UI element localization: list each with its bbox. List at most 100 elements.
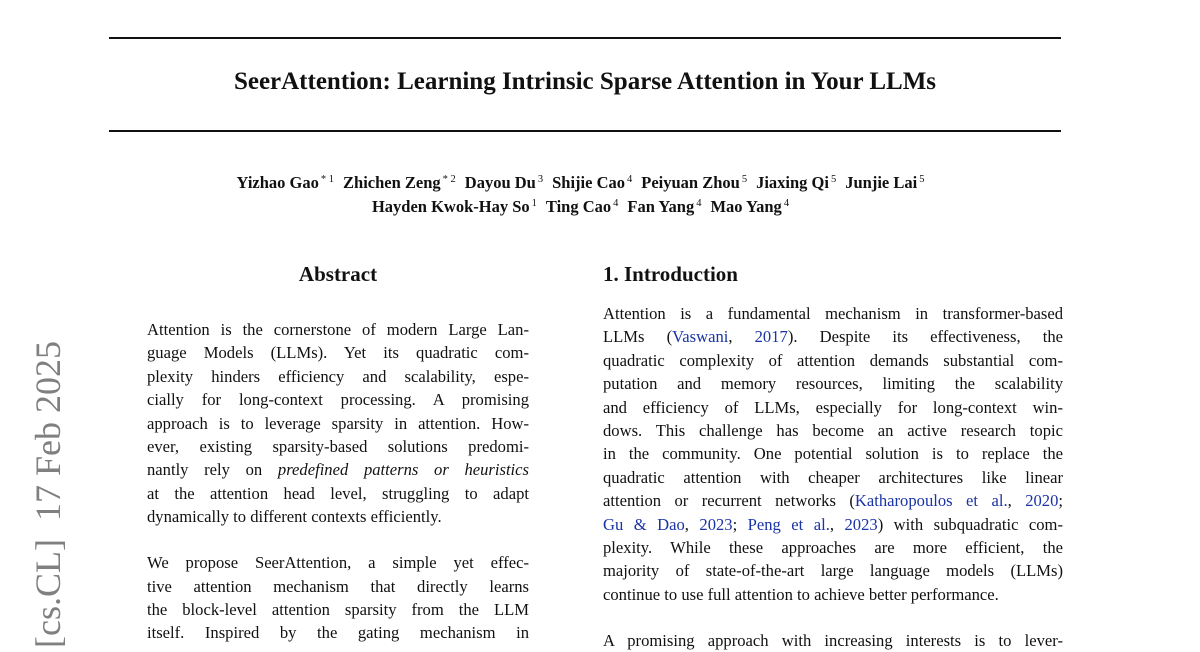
- text-span: ;: [732, 514, 748, 534]
- text-span: LLMs (: [603, 327, 673, 347]
- text-span: at the attention head level, struggling …: [147, 483, 529, 503]
- author-name: Shijie Cao: [552, 173, 625, 192]
- text-line: A promising approach with increasing int…: [603, 629, 1063, 652]
- text-span: ). Despite its effectiveness, the: [787, 327, 1063, 347]
- author-affiliation: 5: [919, 174, 925, 185]
- author-name: Hayden Kwok-Hay So: [371, 197, 530, 216]
- citation-link[interactable]: 2023: [844, 514, 878, 534]
- text-span: ;: [1058, 491, 1063, 511]
- author-affiliation: 1: [531, 198, 537, 209]
- text-span: Attention is a fundamental mechanism in …: [603, 304, 1063, 323]
- text-line: Gu & Dao, 2023; Peng et al., 2023) with …: [603, 513, 1063, 536]
- text-span: A promising approach with increasing int…: [603, 630, 1063, 650]
- text-line: putation and memory resources, limiting …: [603, 372, 1063, 395]
- author-name: Junjie Lai: [845, 173, 918, 192]
- author-name: Ting Cao: [545, 197, 612, 216]
- text-span: putation and memory resources, limiting …: [603, 374, 1063, 394]
- text-span: itself. Inspired by the gating mechanism…: [147, 623, 529, 643]
- text-span: quadratic attention with cheaper archite…: [603, 467, 1063, 487]
- text-span: ever, existing sparsity-based solutions …: [147, 436, 529, 456]
- text-span: Attention is the cornerstone of modern L…: [147, 320, 529, 339]
- text-span: ) with subquadratic com-: [877, 514, 1063, 534]
- text-span: dynamically to different contexts effici…: [147, 507, 442, 527]
- citation-link[interactable]: Peng et al.: [747, 514, 830, 534]
- introduction-body: Attention is a fundamental mechanism in …: [603, 302, 1063, 652]
- text-span: continue to use full attention to achiev…: [603, 584, 999, 604]
- text-line: continue to use full attention to achiev…: [603, 583, 1063, 606]
- text-span: ,: [728, 327, 755, 347]
- text-line: Attention is a fundamental mechanism in …: [603, 302, 1063, 325]
- abstract-body: Attention is the cornerstone of modern L…: [147, 318, 529, 645]
- author-affiliation: 3: [537, 174, 544, 185]
- abstract-heading: Abstract: [298, 262, 378, 286]
- author-affiliation: 5: [830, 174, 837, 185]
- top-rule: [109, 37, 1061, 39]
- title-bottom-rule: [109, 130, 1061, 132]
- text-span: and efficiency of LLMs, especially for l…: [603, 397, 1063, 417]
- introduction-heading: 1. Introduction: [603, 262, 738, 286]
- text-line: in the community. One potential solution…: [603, 442, 1063, 465]
- author-name: Mao Yang: [710, 197, 782, 216]
- citation-link[interactable]: 2020: [1025, 491, 1059, 511]
- citation-link[interactable]: 2023: [699, 514, 733, 534]
- text-span: nantly rely on: [147, 460, 278, 480]
- citation-link[interactable]: Katharopoulos et al.: [854, 491, 1008, 511]
- text-span: ,: [829, 514, 845, 534]
- text-span: We propose SeerAttention, a simple yet e…: [147, 553, 529, 573]
- author-name: Jiaxing Qi: [756, 173, 829, 192]
- citation-link[interactable]: Gu & Dao: [603, 514, 685, 534]
- text-line: dynamically to different contexts effici…: [147, 505, 529, 528]
- author-affiliation: 5: [741, 174, 748, 185]
- author-affiliation: 4: [783, 198, 790, 209]
- text-line: at the attention head level, struggling …: [147, 482, 529, 505]
- author-affiliation: * 2: [442, 174, 456, 185]
- text-line: LLMs (Vaswani, 2017). Despite its effect…: [603, 325, 1063, 348]
- text-line: We propose SeerAttention, a simple yet e…: [147, 551, 529, 574]
- text-line: Attention is the cornerstone of modern L…: [147, 318, 529, 341]
- text-line: guage Models (LLMs). Yet its quadratic c…: [147, 341, 529, 364]
- text-line: ever, existing sparsity-based solutions …: [147, 435, 529, 458]
- arxiv-identifier-sidebar: [cs.CL] 17 Feb 2025: [28, 341, 68, 648]
- text-line: quadratic attention with cheaper archite…: [603, 466, 1063, 489]
- text-span: plexity. While these approaches are more…: [603, 537, 1063, 557]
- author-name: Fan Yang: [627, 197, 695, 216]
- author-list-row-2: Hayden Kwok-Hay So 1 Ting Cao 4 Fan Yang 4 Mao…: [109, 197, 1061, 217]
- emphasis-text: predefined patterns or heuristics: [277, 460, 529, 480]
- text-span: quadratic complexity of attention demand…: [603, 350, 1063, 370]
- text-span: majority of state-of-the-art large langu…: [603, 561, 1063, 581]
- paper-title: SeerAttention: Learning Intrinsic Sparse…: [233, 68, 937, 95]
- citation-link[interactable]: 2017: [754, 327, 788, 347]
- text-line: the block-level attention sparsity from …: [147, 598, 529, 621]
- text-span: cially for long-context processing. A pr…: [147, 390, 529, 410]
- text-span: guage Models (LLMs). Yet its quadratic c…: [147, 343, 529, 363]
- text-line: plexity hinders efficiency and scalabili…: [147, 365, 529, 388]
- text-span: in the community. One potential solution…: [603, 444, 1063, 464]
- citation-link[interactable]: Vaswani: [672, 327, 729, 347]
- text-span: the block-level attention sparsity from …: [147, 599, 529, 619]
- text-line: itself. Inspired by the gating mechanism…: [147, 621, 529, 644]
- author-affiliation: 4: [613, 198, 619, 209]
- text-line: quadratic complexity of attention demand…: [603, 349, 1063, 372]
- author-affiliation: * 1: [320, 174, 335, 185]
- text-line: tive attention mechanism that directly l…: [147, 575, 529, 598]
- text-span: tive attention mechanism that directly l…: [147, 576, 529, 596]
- author-list-row-1: Yizhao Gao * 1 Zhichen Zeng * 2 Dayou Du 3 Shi…: [109, 173, 1061, 193]
- author-affiliation: 4: [627, 174, 633, 185]
- text-line: cially for long-context processing. A pr…: [147, 388, 529, 411]
- text-span: ,: [684, 514, 700, 534]
- text-span: approach is to leverage sparsity in atte…: [147, 413, 529, 433]
- text-span: ,: [1007, 491, 1026, 511]
- text-line: dows. This challenge has become an activ…: [603, 419, 1063, 442]
- text-line: plexity. While these approaches are more…: [603, 536, 1063, 559]
- text-line: nantly rely on predefined patterns or he…: [147, 458, 529, 481]
- text-line: attention or recurrent networks (Katharo…: [603, 489, 1063, 512]
- text-span: attention or recurrent networks (: [603, 491, 855, 511]
- text-line: and efficiency of LLMs, especially for l…: [603, 396, 1063, 419]
- author-name: Peiyuan Zhou: [641, 173, 740, 192]
- text-span: dows. This challenge has become an activ…: [603, 420, 1063, 440]
- author-name: Yizhao Gao: [236, 173, 319, 192]
- author-affiliation: 4: [696, 198, 702, 209]
- author-name: Dayou Du: [464, 173, 536, 192]
- text-span: plexity hinders efficiency and scalabili…: [147, 366, 529, 386]
- author-name: Zhichen Zeng: [343, 173, 441, 192]
